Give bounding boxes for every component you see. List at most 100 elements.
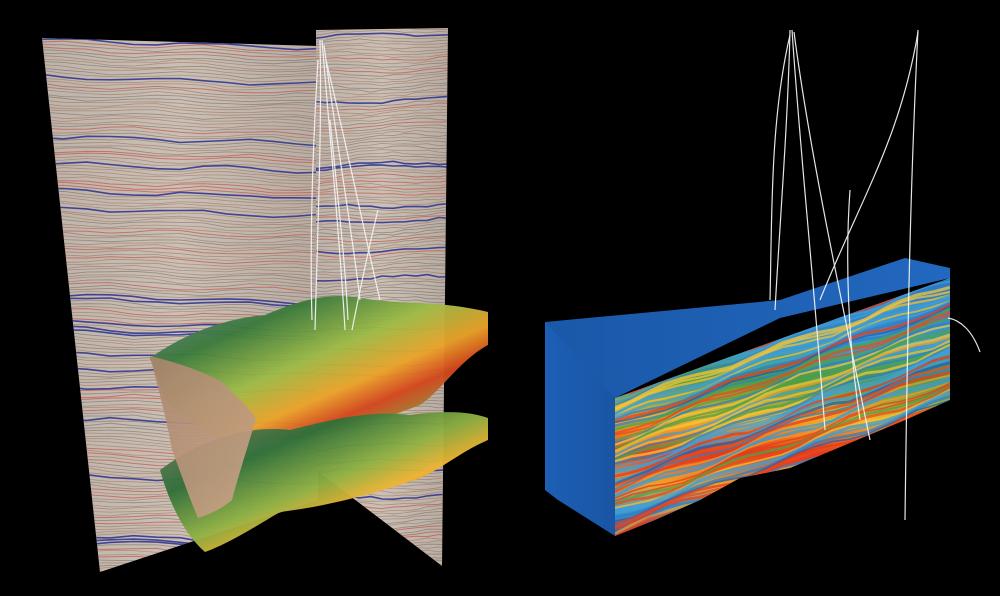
volume-layer-band: [615, 385, 950, 504]
seismic-reflector-line: [42, 207, 318, 221]
seismic-reflector-line: [42, 240, 318, 250]
volume-layer-band: [615, 290, 950, 411]
seismic-reflector-line: [42, 164, 318, 177]
seismic-reflector-line: [42, 211, 318, 224]
seismic-reflector-line: [316, 94, 448, 101]
seismic-reflector-line: [316, 102, 448, 111]
seismic-reflector-line: [42, 181, 318, 194]
seismic-reflector-line: [42, 44, 318, 56]
seismic-reflector-line: [42, 223, 318, 236]
seismic-reflector-line: [42, 103, 318, 111]
seismic-reflector-line: [316, 145, 448, 154]
seismic-reflector-line: [316, 149, 448, 157]
seismic-reflector-line: [42, 106, 318, 114]
seismic-reflector-line: [42, 180, 318, 191]
seismic-reflector-line: [42, 89, 318, 99]
seismic-reflector-line: [316, 72, 448, 81]
seismic-reflector-line: [42, 69, 318, 83]
seismic-reflector-line: [42, 221, 318, 232]
seismic-reflector-line: [42, 279, 318, 290]
seismic-reflector-line: [316, 273, 448, 282]
seismic-reflector-line: [316, 108, 448, 117]
volume-layer-band: [615, 333, 950, 454]
fault-plane-sheet: [150, 356, 256, 518]
seismic-reflector-line: [316, 223, 448, 230]
seismic-reflector-line: [42, 282, 318, 294]
volume-layer-band: [615, 346, 950, 465]
seismic-reflector-line: [42, 549, 318, 559]
seismic-reflector-line: [42, 170, 318, 181]
seismic-reflector-line: [316, 250, 448, 258]
seismic-reflector-line: [316, 164, 448, 172]
seismic-reflector-line: [316, 139, 448, 148]
volume-layer-band: [615, 339, 950, 459]
seismic-reflector-line: [316, 77, 448, 87]
seismic-reflector-line: [316, 90, 448, 98]
seismic-reflector-line: [42, 95, 318, 106]
volume-layer-band: [615, 386, 950, 506]
seismic-reflector-line: [316, 28, 448, 30]
seismic-reflector-line: [42, 52, 318, 65]
seismic-reflector-line: [42, 61, 318, 73]
seismic-reflector-line: [42, 115, 318, 124]
seismic-reflector-line: [42, 248, 318, 259]
seismic-reflector-line: [42, 227, 318, 238]
seismic-reflector-line: [42, 559, 318, 569]
seismic-reflector-line: [42, 67, 318, 80]
seismic-reflector-line: [42, 138, 318, 149]
seismic-reflector-line: [316, 111, 448, 120]
seismic-reflector-line: [42, 123, 318, 134]
volume-layer-band: [615, 342, 950, 460]
seismic-reflector-line: [316, 265, 448, 274]
seismic-reflector-line: [42, 40, 318, 53]
seismic-reflector-line: [316, 82, 448, 90]
seismic-reflector-line: [42, 109, 318, 118]
seismic-reflector-line: [316, 556, 448, 564]
volume-layer-band: [615, 368, 950, 491]
seismic-reflector-line: [42, 64, 318, 76]
seismic-reflector-line: [42, 155, 318, 169]
seismic-reflector-line: [316, 84, 448, 93]
seismic-reflector-line: [42, 262, 318, 271]
seismic-reflector-line: [316, 252, 448, 262]
seismic-reflector-line: [42, 230, 318, 241]
seismic-reflector-line: [316, 202, 448, 210]
seismic-reflector-line: [42, 237, 318, 246]
seismic-reflector-line: [316, 191, 448, 196]
seismic-reflector-line: [42, 193, 318, 205]
seismic-reflector-line: [316, 261, 448, 271]
seismic-reflector-line: [316, 55, 448, 61]
volume-layer-band: [615, 342, 950, 462]
seismic-reflector-line: [42, 196, 318, 209]
seismic-reflector-line: [316, 271, 448, 279]
seismic-reflector-line: [316, 35, 448, 42]
volume-layer-band: [615, 379, 950, 499]
seismic-reflector-line: [42, 80, 318, 91]
seismic-reflector-line: [42, 274, 318, 283]
volume-layer-band: [615, 374, 950, 496]
volume-layer-band: [615, 296, 950, 416]
seismic-reflector-line: [316, 32, 448, 40]
seismic-reflector-line: [316, 151, 448, 160]
seismic-reflector-line: [42, 234, 318, 244]
seismic-reflector-line: [42, 141, 318, 153]
seismic-reflector-line: [42, 297, 318, 308]
right-panel-volume-view: [545, 29, 981, 536]
volume-layer-band: [615, 330, 950, 453]
seismic-reflector-line: [42, 126, 318, 138]
seismic-reflector-line: [42, 205, 318, 219]
seismic-reflector-line: [316, 67, 448, 74]
volume-layer-band: [615, 384, 950, 502]
seismic-reflector-line: [42, 58, 318, 71]
seismic-reflector-line: [42, 258, 318, 268]
volume-layer-band: [615, 376, 950, 497]
seismic-reflector-line: [42, 570, 318, 572]
seismic-reflector-line: [42, 276, 318, 287]
volume-layer-band: [615, 294, 950, 416]
seismic-reflector-line: [42, 284, 318, 296]
seismic-reflector-line: [316, 195, 448, 199]
volume-layer-band: [615, 338, 950, 457]
seismic-reflector-line: [42, 299, 318, 311]
well-paths-left: [310, 39, 381, 331]
seismic-reflector-line: [42, 111, 318, 121]
